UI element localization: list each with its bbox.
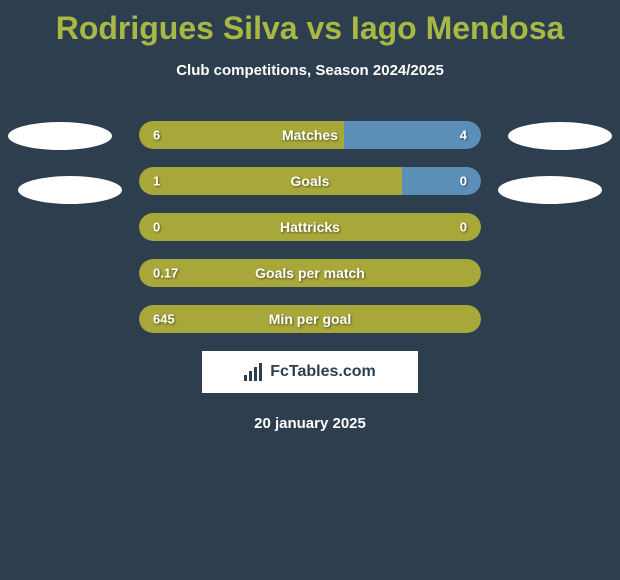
stat-value-left: 0 bbox=[153, 220, 160, 235]
comparison-subtitle: Club competitions, Season 2024/2025 bbox=[0, 62, 620, 79]
stat-value-right: 0 bbox=[460, 220, 467, 235]
stat-value-left: 6 bbox=[153, 128, 160, 143]
stat-label: Goals bbox=[291, 173, 330, 189]
stat-row-matches: 6 Matches 4 bbox=[139, 121, 481, 149]
stat-fill-right bbox=[402, 167, 481, 195]
stat-fill-left bbox=[139, 167, 402, 195]
player-right-avatar-shadow bbox=[498, 176, 602, 204]
player-right-avatar bbox=[508, 122, 612, 150]
stat-value-left: 1 bbox=[153, 174, 160, 189]
stat-row-min-per-goal: 645 Min per goal bbox=[139, 305, 481, 333]
player-left-avatar-shadow bbox=[18, 176, 122, 204]
comparison-title: Rodrigues Silva vs Iago Mendosa bbox=[0, 0, 620, 47]
stat-value-left: 0.17 bbox=[153, 266, 178, 281]
logo-text: FcTables.com bbox=[270, 363, 376, 381]
stat-row-goals-per-match: 0.17 Goals per match bbox=[139, 259, 481, 287]
stat-value-right: 0 bbox=[460, 174, 467, 189]
source-logo: FcTables.com bbox=[202, 351, 418, 393]
stat-label: Goals per match bbox=[255, 265, 365, 281]
stat-row-hattricks: 0 Hattricks 0 bbox=[139, 213, 481, 241]
stat-value-left: 645 bbox=[153, 312, 175, 327]
player-left-avatar bbox=[8, 122, 112, 150]
stat-row-goals: 1 Goals 0 bbox=[139, 167, 481, 195]
chart-icon bbox=[244, 363, 264, 381]
stat-label: Min per goal bbox=[269, 311, 351, 327]
stats-container: 6 Matches 4 1 Goals 0 0 Hattricks 0 0.17… bbox=[0, 121, 620, 333]
snapshot-date: 20 january 2025 bbox=[0, 415, 620, 432]
stat-label: Hattricks bbox=[280, 219, 340, 235]
stat-label: Matches bbox=[282, 127, 338, 143]
stat-value-right: 4 bbox=[460, 128, 467, 143]
